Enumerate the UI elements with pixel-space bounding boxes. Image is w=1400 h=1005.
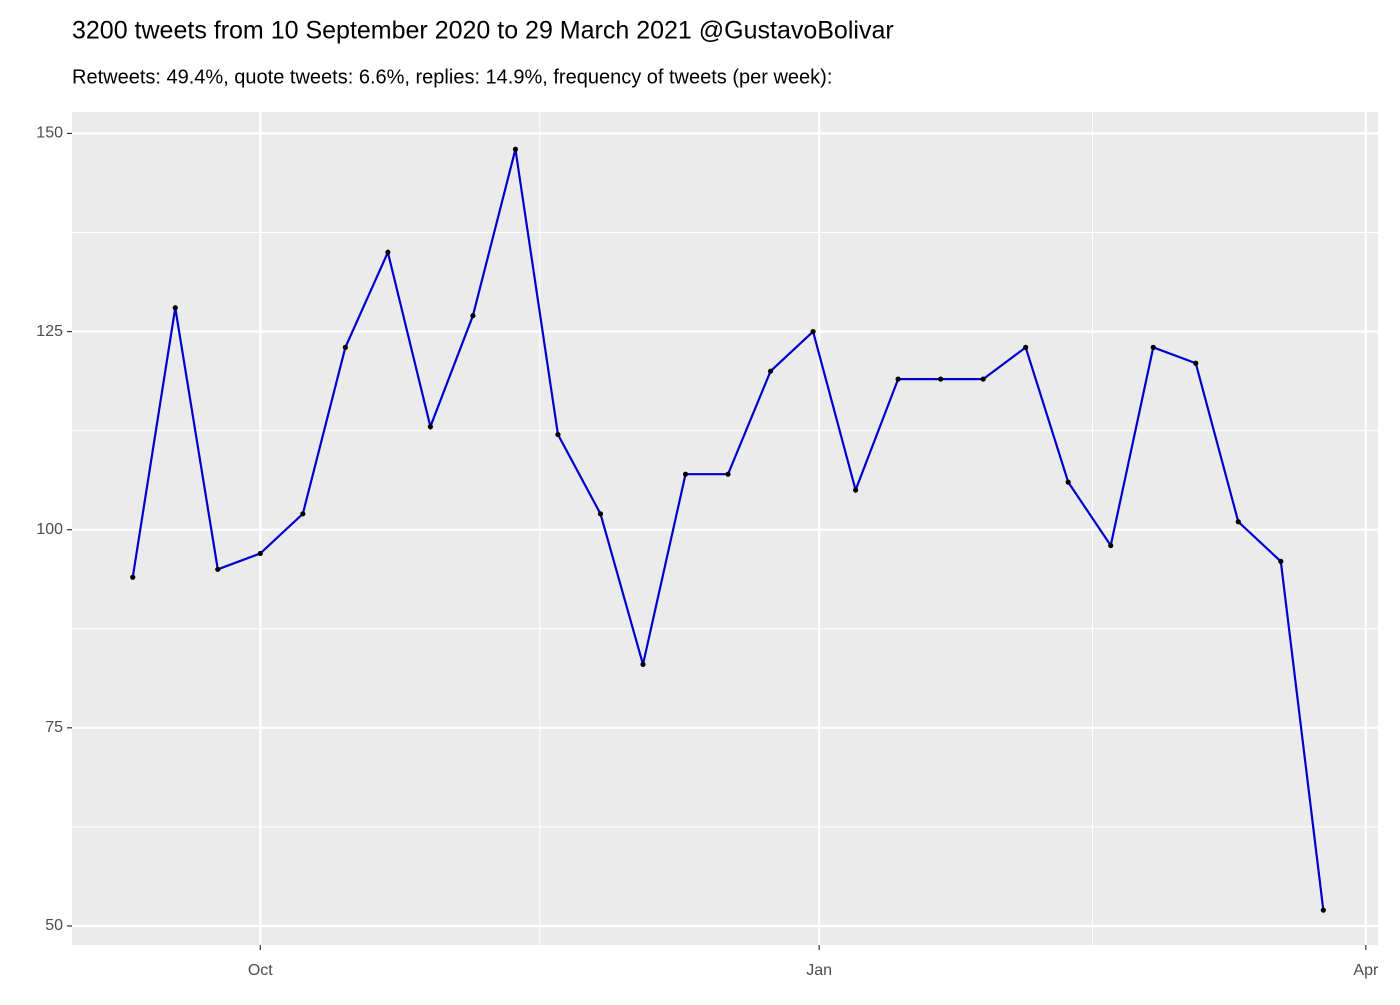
data-point [980, 376, 986, 382]
data-point [1023, 344, 1029, 350]
data-point [300, 511, 306, 517]
x-tick-label: Apr [1353, 962, 1379, 979]
data-point [1150, 344, 1156, 350]
data-point [938, 376, 944, 382]
data-point [725, 471, 731, 477]
y-tick-label: 75 [45, 719, 63, 736]
chart-title: 3200 tweets from 10 September 2020 to 29… [72, 17, 894, 45]
data-point [640, 661, 646, 668]
data-point [895, 376, 901, 382]
data-point [682, 471, 689, 477]
data-point [342, 344, 348, 350]
data-point [1065, 479, 1071, 485]
data-point [385, 249, 391, 255]
data-point [427, 424, 433, 430]
data-point [1193, 360, 1199, 366]
data-point [597, 511, 604, 517]
data-point [1235, 519, 1241, 525]
data-point [767, 368, 774, 374]
data-point [853, 487, 859, 493]
y-tick-label: 50 [45, 917, 63, 934]
y-tick-label: 150 [36, 125, 63, 142]
data-point [1108, 542, 1114, 549]
y-tick-label: 100 [36, 521, 63, 538]
data-point [172, 305, 178, 311]
data-point [1278, 558, 1284, 564]
chart-subtitle: Retweets: 49.4%, quote tweets: 6.6%, rep… [72, 66, 832, 88]
data-point [470, 313, 476, 319]
data-point [512, 146, 519, 152]
y-tick-label: 125 [36, 323, 63, 340]
data-point [130, 574, 136, 580]
data-point [215, 566, 221, 572]
x-tick-label: Oct [248, 962, 273, 979]
data-point [555, 431, 561, 438]
panel [72, 112, 1378, 945]
data-point [810, 328, 816, 335]
x-tick-label: Jan [806, 962, 832, 979]
data-point [257, 550, 263, 557]
data-point [1320, 907, 1326, 913]
